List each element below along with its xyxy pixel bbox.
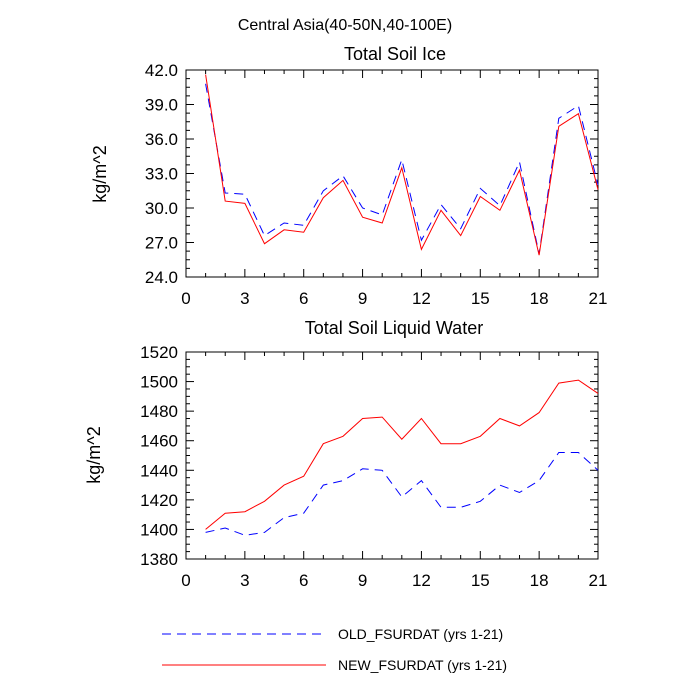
soil-ice-xtick-label: 0 [181, 289, 190, 308]
soil-ice-ytick-label: 24.0 [145, 268, 178, 287]
soil-ice-ytick-label: 42.0 [145, 61, 178, 80]
soil-liquid-water-ytick-label: 1500 [140, 373, 178, 392]
soil-liquid-water-ylabel: kg/m^2 [84, 426, 104, 483]
soil-liquid-water-ytick-label: 1400 [140, 520, 178, 539]
soil-liquid-water-xtick-label: 21 [589, 571, 608, 590]
soil-liquid-water-panel: Total Soil Liquid Water kg/m^2 0 3 6 9 12 15 1… [84, 318, 607, 590]
soil-liquid-water-plot-frame [185, 351, 599, 560]
soil-ice-xtick-label: 15 [471, 289, 490, 308]
soil-liquid-water-series-new-fsurdat [205, 379, 599, 530]
soil-ice-xtick-label: 9 [358, 289, 367, 308]
soil-liquid-water-xtick-label: 18 [530, 571, 549, 590]
soil-liquid-water-ytick-label: 1420 [140, 491, 178, 510]
soil-ice-plot-frame [185, 69, 599, 278]
legend-label-new-fsurdat: NEW_FSURDAT (yrs 1-21) [338, 657, 507, 673]
soil-liquid-water-xtick-label: 15 [471, 571, 490, 590]
soil-ice-ytick-label: 30.0 [145, 199, 178, 218]
soil-ice-ytick-label: 39.0 [145, 96, 178, 115]
soil-liquid-water-xtick-label: 12 [412, 571, 431, 590]
soil-liquid-water-xtick-label: 3 [240, 571, 249, 590]
soil-liquid-water-ytick-label: 1480 [140, 402, 178, 421]
soil-ice-ytick-label: 27.0 [145, 234, 178, 253]
soil-ice-xtick-label: 6 [299, 289, 308, 308]
soil-ice-ytick-label: 33.0 [145, 165, 178, 184]
soil-liquid-water-xtick-label: 6 [299, 571, 308, 590]
legend: OLD_FSURDAT (yrs 1-21) NEW_FSURDAT (yrs … [162, 626, 507, 673]
legend-label-old-fsurdat: OLD_FSURDAT (yrs 1-21) [338, 626, 503, 642]
soil-liquid-water-title: Total Soil Liquid Water [305, 318, 483, 338]
soil-liquid-water-xtick-label: 0 [181, 571, 190, 590]
soil-liquid-water-series-old-fsurdat [205, 452, 599, 536]
soil-ice-xtick-label: 12 [412, 289, 431, 308]
soil-ice-series-new-fsurdat [205, 74, 599, 256]
soil-liquid-water-xtick-label: 9 [358, 571, 367, 590]
figure-title: Central Asia(40-50N,40-100E) [238, 17, 452, 34]
soil-liquid-water-ytick-label: 1520 [140, 343, 178, 362]
soil-ice-ylabel: kg/m^2 [90, 145, 110, 202]
soil-liquid-water-ytick-label: 1460 [140, 432, 178, 451]
soil-ice-title: Total Soil Ice [344, 44, 446, 64]
soil-ice-xtick-label: 21 [589, 289, 608, 308]
soil-ice-xtick-label: 18 [530, 289, 549, 308]
soil-ice-panel: Total Soil Ice kg/m^2 0 3 6 9 12 15 18 21 24.0 27… [90, 44, 607, 308]
soil-ice-xtick-label: 3 [240, 289, 249, 308]
soil-liquid-water-ytick-label: 1440 [140, 461, 178, 480]
soil-ice-series-old-fsurdat [205, 83, 599, 255]
soil-liquid-water-ytick-label: 1380 [140, 550, 178, 569]
soil-ice-ytick-label: 36.0 [145, 130, 178, 149]
